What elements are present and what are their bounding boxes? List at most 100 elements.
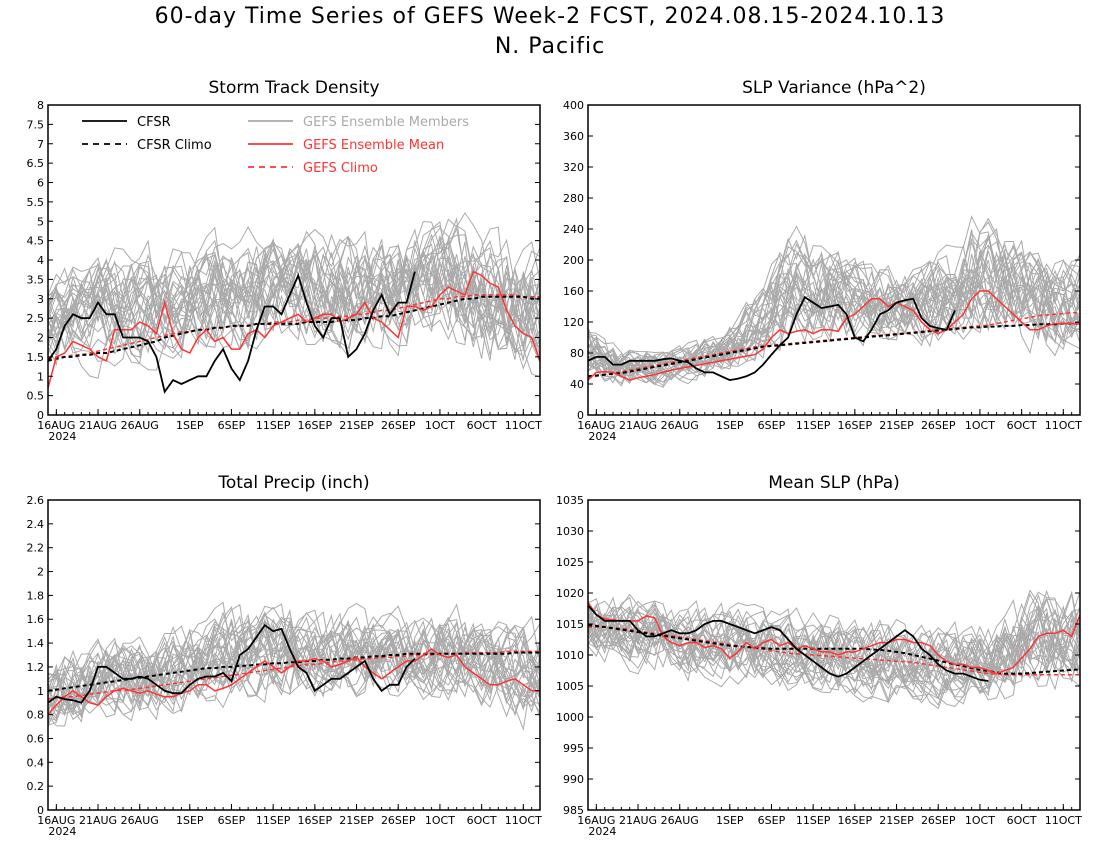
y-tick-label: 360	[563, 130, 584, 143]
x-tick-label: 1SEP	[176, 419, 204, 432]
x-tick-label: 21SEP	[879, 814, 914, 827]
x-tick-label: 21AUG	[619, 419, 657, 432]
ensemble-member-line	[48, 239, 540, 347]
gefs-ensemble-mean-line	[588, 290, 1080, 381]
ensemble-member-line	[48, 620, 540, 722]
x-tick-label: 16AUG	[37, 814, 75, 827]
x-tick-label: 21SEP	[339, 814, 374, 827]
panel-title: Mean SLP (hPa)	[768, 473, 900, 493]
x-tick-label: 6OCT	[467, 814, 497, 827]
panel-storm-track-density: Storm Track Density 0 0.5 1 1.5 2 2.5 3 3.5 4 4.5 5…	[27, 78, 543, 443]
y-tick-label: 240	[563, 223, 584, 236]
x-tick-label: 6SEP	[758, 419, 786, 432]
y-tick-label: 2	[37, 332, 44, 345]
y-tick-label: 1.5	[27, 351, 45, 364]
x-tick-label: 6SEP	[758, 814, 786, 827]
y-tick-label: 1020	[556, 587, 584, 600]
y-tick-label: 400	[563, 99, 584, 112]
y-tick-label: 2.2	[27, 542, 45, 555]
y-tick-label: 1025	[556, 556, 584, 569]
legend-gefs-climo: GEFS Climo	[248, 161, 378, 176]
x-tick-label: 6OCT	[1007, 814, 1037, 827]
gefs-climo-line	[588, 626, 1080, 676]
x-tick-label: 21AUG	[619, 814, 657, 827]
x-tick-label: 1OCT	[425, 814, 455, 827]
ensemble-member-line	[48, 235, 540, 346]
series-lines	[48, 623, 540, 716]
y-tick-label: 320	[563, 161, 584, 174]
legend-cfsr-label: CFSR	[137, 115, 171, 130]
y-tick-label: 8	[37, 99, 44, 112]
y-tick-label: 6.5	[27, 157, 45, 170]
figure-subtitle: N. Pacific	[494, 34, 606, 59]
legend-gefs-members-label: GEFS Ensemble Members	[303, 115, 469, 130]
gefs-climo-line	[48, 650, 540, 700]
x-tick-label: 21SEP	[339, 419, 374, 432]
y-tick-label: 2	[37, 566, 44, 579]
cfsr-line	[48, 623, 416, 704]
x-tick-label: 26SEP	[381, 419, 416, 432]
ensemble-member-line	[588, 254, 1080, 384]
y-tick-label: 5	[37, 215, 44, 228]
ensemble-member-line	[588, 253, 1080, 382]
ensemble-member-line	[48, 611, 540, 714]
gefs-ensemble-mean-line	[588, 601, 1080, 675]
x-year-label: 2024	[588, 430, 616, 443]
y-tick-label: 4.5	[27, 235, 45, 248]
x-year-label: 2024	[588, 825, 616, 838]
x-tick-label: 16AUG	[37, 419, 75, 432]
series-lines	[48, 270, 540, 394]
legend-cfsr-climo: CFSR Climo	[82, 138, 212, 153]
ensemble-member-line	[588, 600, 1080, 701]
legend: CFSR CFSR Climo GEFS Ensemble Members GEFS …	[82, 115, 469, 176]
ensemble-member-line	[48, 241, 540, 354]
y-tick-label: 1030	[556, 525, 584, 538]
legend-gefs-climo-label: GEFS Climo	[303, 161, 378, 176]
y-tick-label: 3.5	[27, 273, 45, 286]
x-tick-label: 16SEP	[298, 814, 333, 827]
ensemble-member-line	[588, 605, 1080, 700]
cfsr-line	[48, 271, 416, 394]
y-tick-label: 2.6	[27, 494, 45, 507]
cfsr-line	[588, 604, 989, 682]
x-tick-label: 21SEP	[879, 419, 914, 432]
y-tick-label: 0	[37, 409, 44, 422]
x-tick-label: 26AUG	[661, 814, 699, 827]
y-tick-label: 7	[37, 138, 44, 151]
x-tick-label: 1SEP	[716, 814, 744, 827]
ensemble-member-line	[588, 225, 1080, 377]
ensemble-member-line	[588, 598, 1080, 700]
x-tick-label: 6SEP	[218, 814, 246, 827]
y-tick-label: 6	[37, 177, 44, 190]
x-tick-label: 16SEP	[838, 419, 873, 432]
y-tick-label: 1	[37, 685, 44, 698]
gefs-ensemble-mean-line	[48, 648, 540, 716]
legend-gefs-members: GEFS Ensemble Members	[248, 115, 469, 130]
x-tick-label: 11SEP	[256, 814, 291, 827]
gefs-climo-line	[588, 311, 1080, 379]
x-tick-label: 1OCT	[965, 419, 995, 432]
x-tick-label: 26AUG	[121, 419, 159, 432]
x-tick-label: 16SEP	[298, 419, 333, 432]
x-tick-label: 11SEP	[256, 419, 291, 432]
ensemble-member-line	[48, 221, 540, 350]
panel-title: Storm Track Density	[208, 78, 379, 98]
cfsr-climo-line	[588, 322, 1080, 378]
ensemble-member-line	[48, 230, 540, 360]
ensemble-member-line	[588, 250, 1080, 377]
x-tick-label: 16AUG	[577, 814, 615, 827]
x-tick-label: 16SEP	[838, 814, 873, 827]
y-tick-label: 995	[563, 742, 584, 755]
x-tick-label: 11SEP	[796, 814, 831, 827]
ensemble-members	[588, 215, 1080, 388]
ensemble-member-line	[588, 596, 1080, 692]
legend-gefs-mean: GEFS Ensemble Mean	[248, 138, 444, 153]
y-tick-label: 1.6	[27, 613, 45, 626]
y-tick-label: 0.8	[27, 709, 45, 722]
x-tick-label: 26AUG	[121, 814, 159, 827]
x-tick-label: 1OCT	[965, 814, 995, 827]
plot-frame	[47, 499, 541, 811]
y-tick-label: 3	[37, 293, 44, 306]
ensemble-member-line	[588, 591, 1080, 691]
